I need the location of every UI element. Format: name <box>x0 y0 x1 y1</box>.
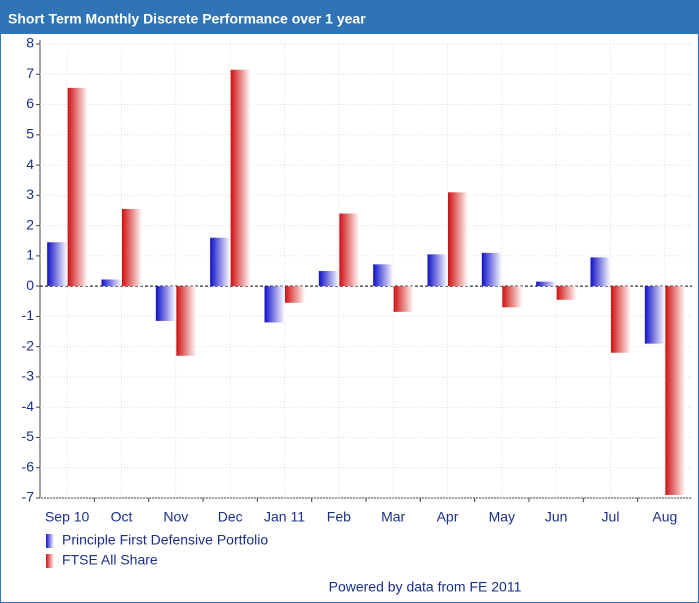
bar <box>101 279 122 287</box>
x-tick-label: Feb <box>327 509 351 525</box>
x-tick-label: Jun <box>545 509 568 525</box>
bar <box>155 286 176 321</box>
bar <box>47 242 68 287</box>
y-tick-label: 0 <box>26 277 34 293</box>
x-tick-label: Mar <box>381 509 405 525</box>
x-tick-label: May <box>489 509 515 525</box>
bar <box>339 213 360 287</box>
y-tick-label: -5 <box>22 428 35 444</box>
bar <box>318 271 339 287</box>
bar <box>611 286 631 353</box>
y-tick-label: 8 <box>26 35 34 51</box>
bar <box>393 286 414 312</box>
bar <box>590 257 611 287</box>
y-tick-label: -4 <box>22 398 35 414</box>
bar <box>448 192 468 287</box>
bar <box>644 286 665 344</box>
legend-label: Principle First Defensive Portfolio <box>62 532 268 548</box>
y-tick-label: 3 <box>26 186 34 202</box>
y-tick-label: -7 <box>22 489 35 505</box>
bar <box>122 208 142 287</box>
bar <box>502 286 523 308</box>
bar <box>230 69 251 287</box>
footer: Powered by data from FE 2011 <box>329 579 522 595</box>
x-tick-label: Dec <box>218 509 243 525</box>
bar <box>481 252 502 287</box>
bar <box>264 286 285 323</box>
y-tick-label: -6 <box>22 458 35 474</box>
bar <box>556 286 577 300</box>
legend-label: FTSE All Share <box>62 552 158 568</box>
x-tick-label: Sep 10 <box>45 509 90 525</box>
legend-swatch <box>46 554 54 568</box>
x-tick-label: Apr <box>437 509 459 525</box>
bar <box>373 264 394 287</box>
bar <box>536 281 557 287</box>
title-bar <box>0 0 699 34</box>
x-tick-label: Jul <box>602 509 620 525</box>
y-tick-label: 6 <box>26 95 34 111</box>
y-tick-label: 1 <box>26 247 34 263</box>
y-tick-label: 4 <box>26 156 34 172</box>
x-tick-label: Jan 11 <box>264 509 305 525</box>
bar <box>210 237 231 287</box>
y-tick-label: 2 <box>26 216 34 232</box>
x-tick-label: Aug <box>652 509 677 525</box>
x-tick-label: Nov <box>163 509 188 525</box>
x-tick-label: Oct <box>111 509 133 525</box>
y-tick-label: -3 <box>22 368 35 384</box>
bar <box>67 87 88 287</box>
legend-swatch <box>46 534 54 548</box>
bar <box>427 254 448 287</box>
y-tick-label: -1 <box>22 307 35 323</box>
y-tick-label: 7 <box>26 65 34 81</box>
y-tick-label: 5 <box>26 126 34 142</box>
y-tick-label: -2 <box>22 337 35 353</box>
bar <box>665 286 686 495</box>
bar <box>285 286 305 303</box>
chart-title: Short Term Monthly Discrete Performance … <box>8 11 366 27</box>
bar <box>176 286 197 356</box>
